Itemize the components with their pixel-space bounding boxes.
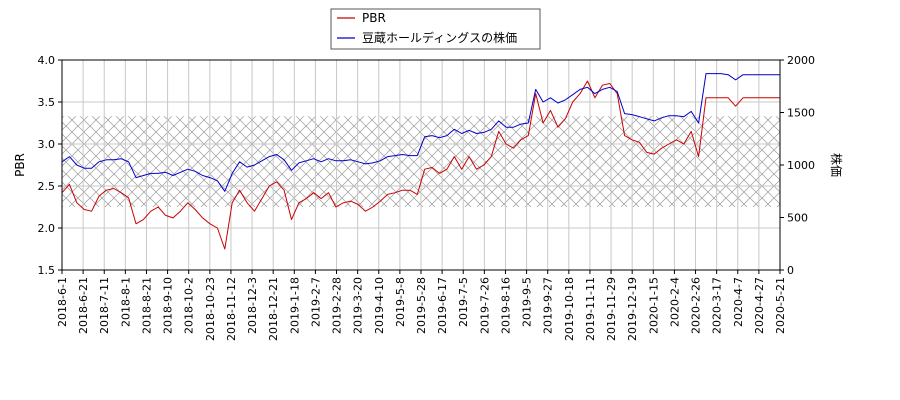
x-tick-label: 2019-10-18: [563, 277, 576, 341]
legend-box: [330, 8, 541, 50]
x-tick-label: 2019-9-27: [542, 277, 555, 334]
left-axis: 1.5 2.0 2.5 3.0 3.5 4.0: [38, 54, 62, 277]
left-tick-label: 2.5: [38, 180, 56, 193]
x-tick-label: 2018-12-21: [267, 277, 280, 341]
legend: PBR 豆蔵ホールディングスの株価: [330, 8, 541, 50]
x-tick-label: 2020-2-4: [668, 277, 681, 327]
x-tick-label: 2019-11-29: [605, 277, 618, 341]
left-tick-label: 2.0: [38, 222, 56, 235]
right-tick-label: 1000: [787, 159, 815, 172]
x-tick-label: 2018-12-3: [246, 277, 259, 334]
right-tick-label: 0: [787, 264, 794, 277]
x-tick-label: 2019-7-5: [457, 277, 470, 327]
right-axis-title: 株価: [829, 153, 844, 177]
x-tick-label: 2019-4-10: [373, 277, 386, 334]
x-tick-label: 2018-8-21: [140, 277, 153, 334]
x-tick-label: 2019-9-5: [521, 277, 534, 327]
x-tick-label: 2018-10-2: [183, 277, 196, 334]
x-tick-label: 2019-1-18: [288, 277, 301, 334]
stock-price-line: [62, 73, 780, 192]
x-axis: 2018-6-1 2018-6-21 2018-7-11 2018-8-1 2018-8…: [56, 270, 787, 341]
left-tick-label: 4.0: [38, 54, 56, 67]
x-tick-label: 2018-11-12: [225, 277, 238, 341]
x-tick-label: 2019-5-28: [415, 277, 428, 334]
x-tick-label: 2019-6-17: [436, 277, 449, 334]
x-tick-label: 2018-9-10: [162, 277, 175, 334]
pbr-line: [62, 80, 780, 250]
legend-label-pbr: PBR: [362, 11, 386, 25]
left-tick-label: 3.5: [38, 96, 56, 109]
x-tick-label: 2020-2-26: [690, 277, 703, 334]
x-tick-label: 2020-1-15: [647, 277, 660, 334]
right-tick-label: 2000: [787, 54, 815, 67]
x-tick-label: 2019-5-8: [394, 277, 407, 327]
x-tick-label: 2020-5-21: [774, 277, 787, 334]
x-tick-label: 2018-8-1: [119, 277, 132, 327]
x-tick-label: 2019-8-16: [499, 277, 512, 334]
x-tick-label: 2018-10-23: [204, 277, 217, 341]
x-tick-label: 2019-2-7: [309, 277, 322, 327]
right-axis: 0 500 1000 1500 2000: [780, 54, 815, 277]
x-tick-label: 2019-3-20: [352, 277, 365, 334]
left-axis-title: PBR: [13, 153, 27, 177]
x-tick-label: 2019-2-28: [331, 277, 344, 334]
x-tick-label: 2018-7-11: [98, 277, 111, 334]
x-tick-label: 2018-6-1: [56, 277, 69, 327]
right-tick-label: 500: [787, 212, 808, 225]
legend-label-price: 豆蔵ホールディングスの株価: [362, 30, 517, 45]
x-tick-label: 2019-11-11: [584, 277, 597, 341]
x-tick-label: 2019-7-26: [478, 277, 491, 334]
right-tick-label: 1500: [787, 107, 815, 120]
series-layer: [62, 73, 780, 250]
x-tick-label: 2020-4-27: [753, 277, 766, 334]
x-tick-label: 2020-3-17: [711, 277, 724, 334]
x-tick-label: 2019-12-19: [626, 277, 639, 341]
left-tick-label: 3.0: [38, 138, 56, 151]
x-tick-label: 2020-4-7: [732, 277, 745, 327]
x-tick-label: 2018-6-21: [77, 277, 90, 334]
left-tick-label: 1.5: [38, 264, 56, 277]
